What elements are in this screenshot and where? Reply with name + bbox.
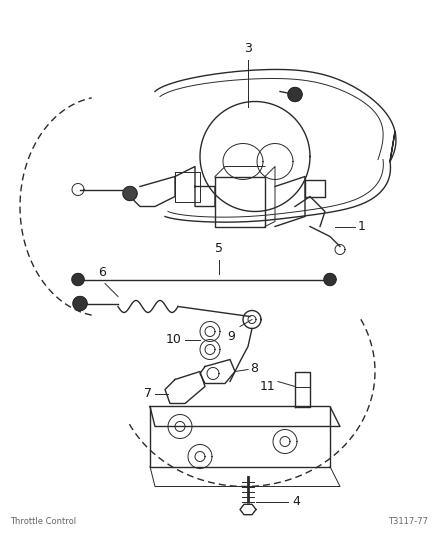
Text: 1: 1 bbox=[358, 220, 366, 233]
Text: 11: 11 bbox=[259, 379, 275, 392]
Polygon shape bbox=[72, 273, 84, 286]
Text: 8: 8 bbox=[250, 362, 258, 375]
Text: 6: 6 bbox=[98, 266, 106, 279]
Polygon shape bbox=[324, 273, 336, 286]
Polygon shape bbox=[73, 296, 87, 311]
Polygon shape bbox=[288, 87, 302, 101]
Text: 7: 7 bbox=[144, 387, 152, 400]
Text: 3: 3 bbox=[244, 43, 252, 55]
Text: 4: 4 bbox=[292, 495, 300, 508]
Text: Throttle Control: Throttle Control bbox=[10, 516, 76, 526]
Text: 5: 5 bbox=[215, 243, 223, 255]
Text: 10: 10 bbox=[166, 333, 182, 346]
Text: T3117-77: T3117-77 bbox=[388, 516, 428, 526]
Text: 9: 9 bbox=[227, 329, 235, 343]
Polygon shape bbox=[240, 504, 256, 515]
Polygon shape bbox=[123, 187, 137, 200]
